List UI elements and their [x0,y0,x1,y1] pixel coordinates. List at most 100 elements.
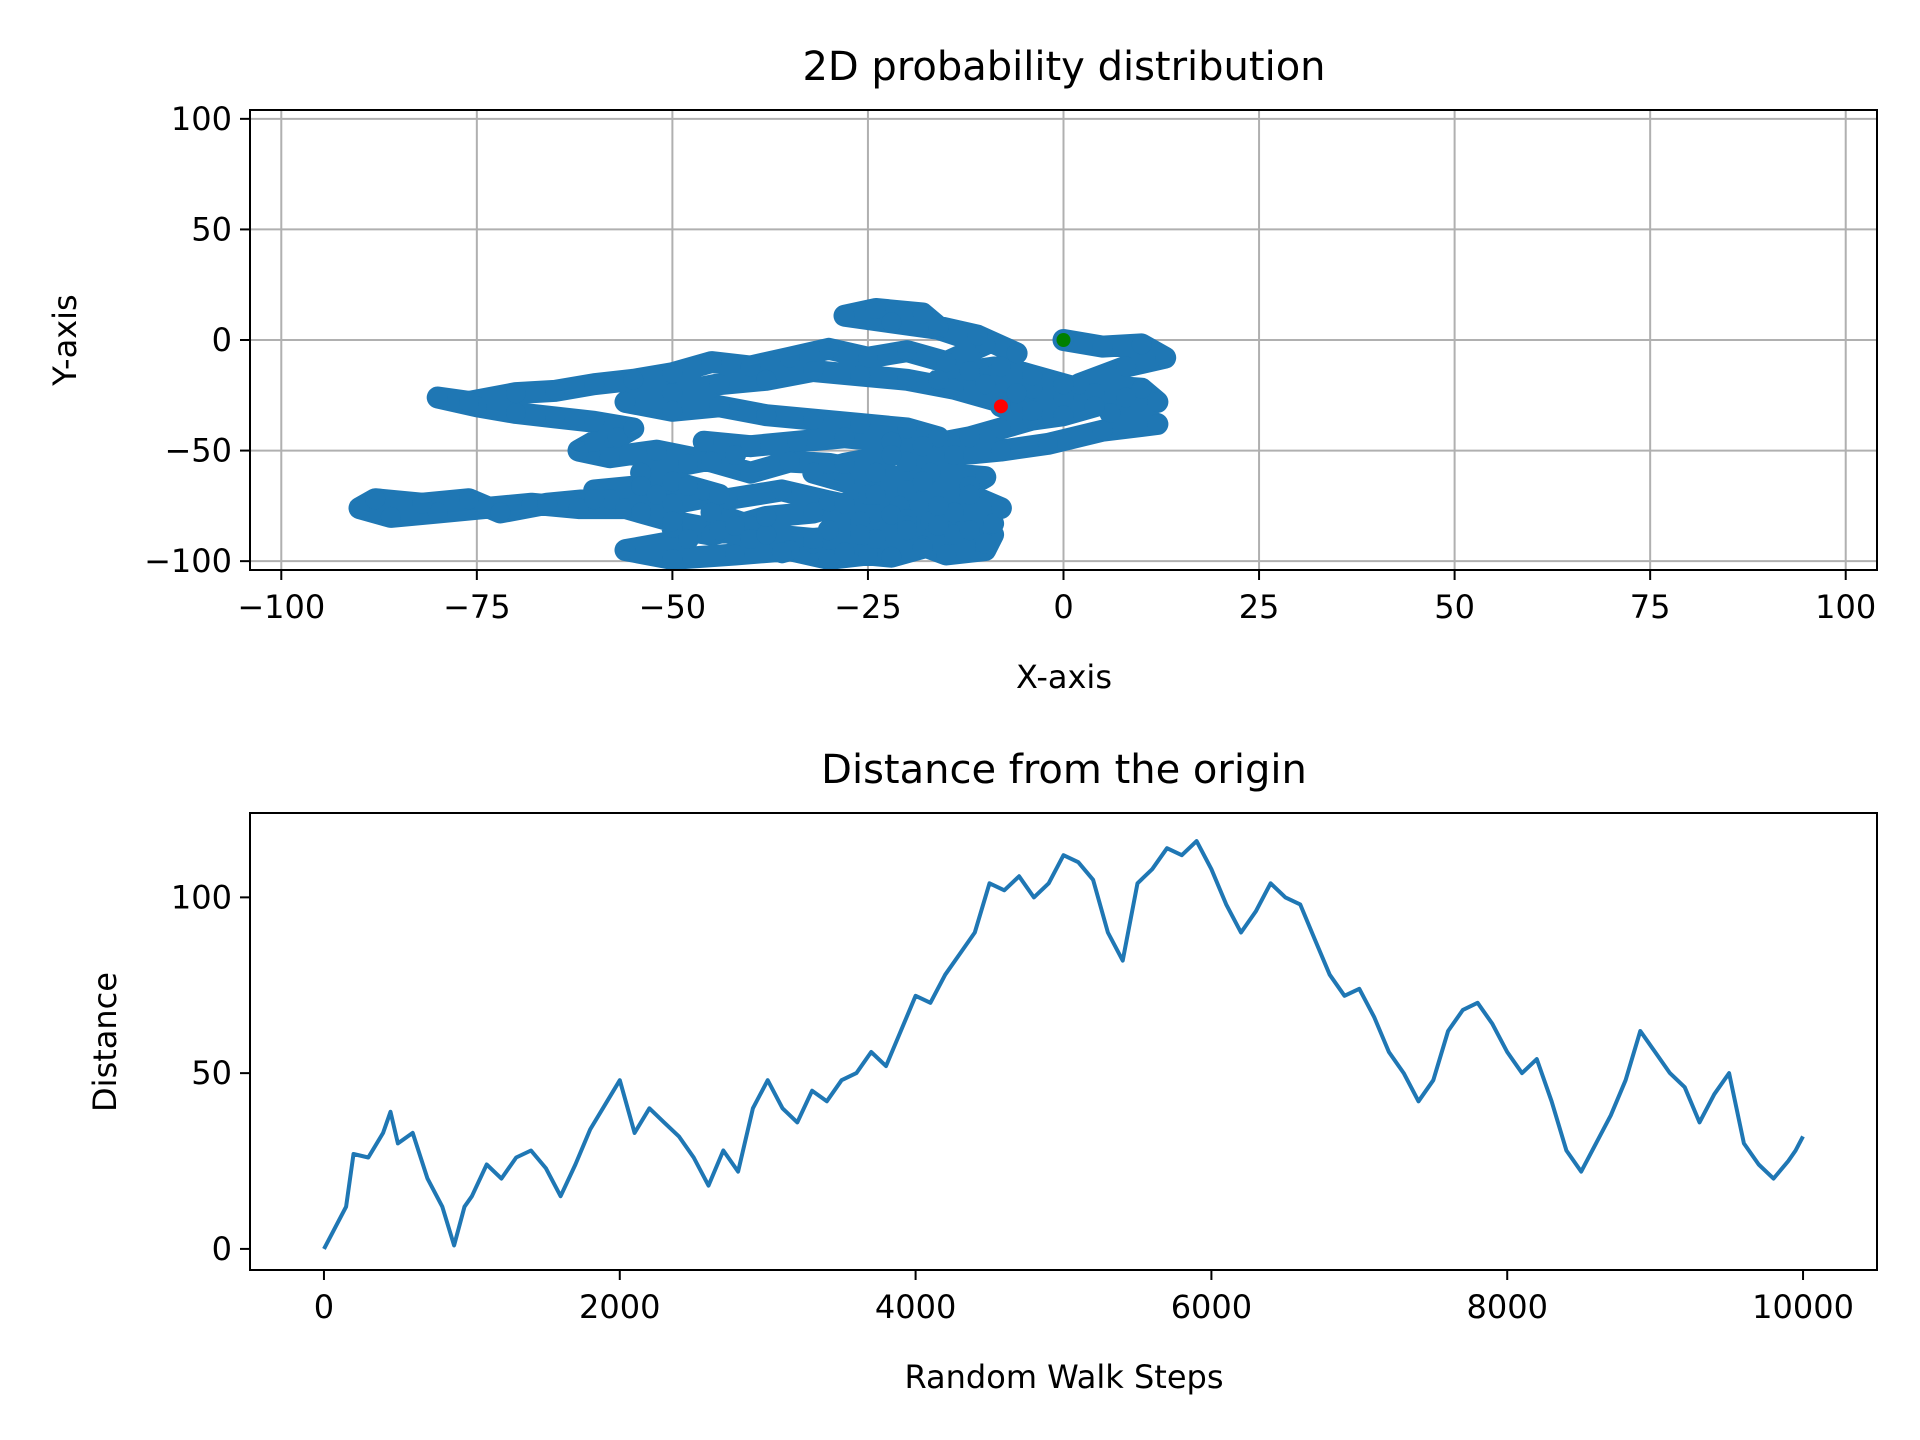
chart1-walk-point [990,418,1011,439]
chart1-walk-point [943,502,964,523]
chart1-walk-point [975,533,996,554]
chart1-y-tick-label: −50 [164,432,232,470]
chart1-walk-point [1022,400,1043,421]
chart2-x-tick-label: 6000 [1171,1288,1252,1326]
chart1-walk-point [1100,402,1121,423]
chart2-series-line [322,839,1805,1250]
line-chart-distance: Distance from the origin 0 2000 4000 6000 80… [86,747,1878,1396]
chart1-walk-point [779,347,800,368]
chart1-walk-point [818,548,839,569]
chart1-y-tick-label: 0 [212,321,232,359]
chart1-walk-point [897,451,918,472]
chart1-walk-point [545,407,566,428]
chart1-walk-point [756,524,777,545]
chart1-walk-point [865,462,886,483]
chart1-walk-point [584,431,605,452]
chart1-x-ticks: −100 −75 −50 −25 0 25 50 75 100 [237,570,1876,626]
chart1-walk-point [709,484,730,505]
chart1-x-tick-label: 100 [1815,588,1876,626]
chart1-walk-point [959,427,980,448]
chart1-walk-point [490,502,511,523]
chart1-walk-point [756,369,777,390]
chart1-walk-point [803,529,824,550]
chart1-y-tick-label: 100 [171,100,232,138]
chart1-walk-point [850,365,871,386]
chart1-walk-point [623,369,644,390]
chart1-walk-point [615,540,636,561]
chart1-walk-point [701,352,722,373]
chart1-x-tick-label: −25 [834,588,902,626]
chart1-walk-point [936,352,957,373]
chart1-walk-point [818,338,839,359]
chart1-y-ticks: −100 −50 0 50 100 [144,100,250,580]
scatter-chart-2d-distribution: 2D probability distribution −100 −75 −50 −2… [46,44,1878,696]
chart1-walk-point [857,544,878,565]
chart1-y-tick-label: 50 [191,210,232,248]
chart1-walk-point [724,544,745,565]
chart1-walk-point [1116,387,1137,408]
chart1-walk-point [787,431,808,452]
chart1-walk-point [505,402,526,423]
chart1-walk-point [928,316,949,337]
chart2-distance-line [322,839,1805,1250]
chart1-walk-point [818,520,839,541]
chart1-end-point [993,399,1008,414]
chart1-walk-point [912,537,933,558]
chart1-walk-point [1053,374,1074,395]
chart1-walk-point [865,299,886,320]
chart1-walk-point [693,480,714,501]
chart1-walk-point [936,544,957,565]
chart2-y-tick-label: 50 [191,1054,232,1092]
chart1-walk-point [615,391,636,412]
chart1-walk-point [678,529,699,550]
chart1-walk-point [459,489,480,510]
chart2-title: Distance from the origin [821,747,1307,793]
chart1-walk-point [857,347,878,368]
chart1-walk-point [834,453,855,474]
chart1-walk-point [1006,343,1027,364]
chart2-x-tick-label: 4000 [875,1288,956,1326]
chart1-walk-point [662,400,683,421]
chart1-walk-point [365,489,386,510]
chart1-start-point [1056,333,1071,347]
chart1-title: 2D probability distribution [802,44,1325,90]
chart1-walk-point [928,427,949,448]
chart1-walk-point [834,427,855,448]
chart1-walk-point [662,493,683,514]
chart1-walk-point [834,471,855,492]
chart1-walk-point [1131,378,1152,399]
chart1-walk-point [662,383,683,404]
chart1-walk-point [724,445,745,465]
chart1-walk-point [959,360,980,381]
chart1-x-tick-label: 25 [1239,588,1280,626]
chart1-walk-point [756,405,777,426]
chart1-walk-point [897,418,918,439]
chart1-walk-point [943,378,964,399]
chart1-walk-point [850,524,871,545]
chart1-walk-point [897,369,918,390]
chart1-walk-point [1147,391,1168,412]
chart1-walk-point [1092,420,1113,441]
chart2-y-tick-label: 100 [171,878,232,916]
chart1-walk-point [803,409,824,430]
chart1-walk-point [584,489,605,510]
chart1-walk-point [646,484,667,505]
chart1-x-tick-label: −75 [443,588,511,626]
chart1-walk-point [803,462,824,483]
chart1-walk-point [834,542,855,563]
chart1-walk-point [975,467,996,488]
chart1-walk-point [724,515,745,536]
chart2-x-tick-label: 8000 [1467,1288,1548,1326]
chart1-walk-point [584,374,605,395]
chart1-walk-point [975,374,996,395]
chart1-walk-point [881,504,902,525]
chart1-walk-point [834,493,855,514]
chart1-walk-point [631,475,652,496]
chart1-walk-point [1084,396,1105,417]
chart1-walk-point [1037,433,1058,454]
chart1-walk-point [967,325,988,346]
chart1-walk-point [771,542,792,563]
chart1-walk-point [380,506,401,527]
chart1-walk-point [834,305,855,326]
